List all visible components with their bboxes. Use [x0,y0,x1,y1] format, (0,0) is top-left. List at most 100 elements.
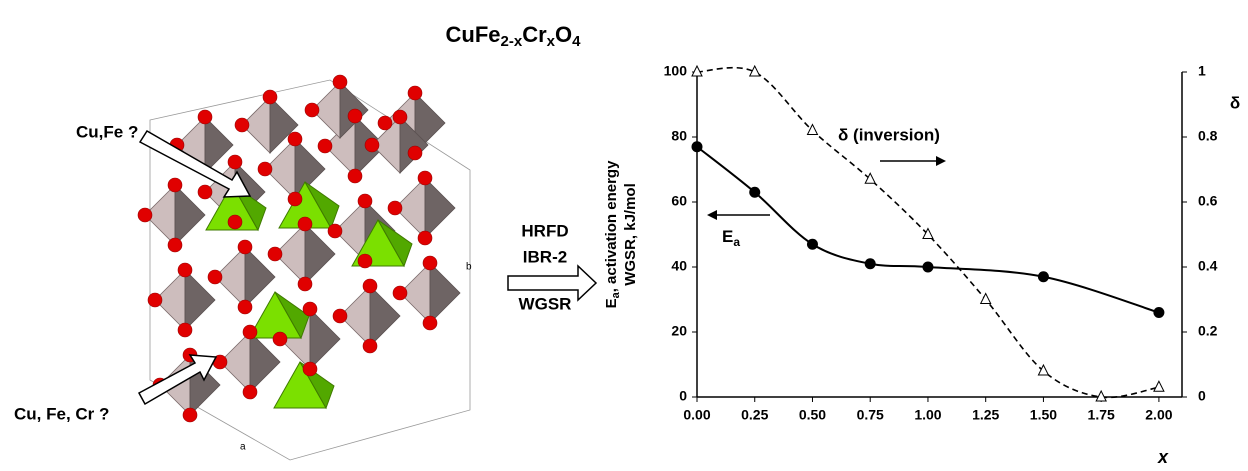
oxygen-atom [235,118,249,132]
data-point [865,173,875,183]
y-tick-label: 100 [664,63,688,79]
y2-tick-label: 0 [1198,388,1206,404]
x-tick-label: 0.25 [741,407,768,423]
oxygen-atom [198,185,212,199]
y2-tick-label: 1 [1198,63,1206,79]
oxygen-atom [228,215,242,229]
oxygen-atom [393,110,407,124]
data-point [1096,391,1106,401]
oxygen-atom [303,302,317,316]
oxygen-atom [408,146,422,160]
oxygen-atom [363,339,377,353]
axis-letter: b [466,262,472,273]
oxygen-atom [258,162,272,176]
oxygen-atom [243,385,257,399]
y2-tick-label: 0.2 [1198,323,1218,339]
series-label-sub: a [733,235,740,249]
oxygen-atom [238,300,252,314]
oxygen-atom [418,171,432,185]
data-point [692,141,703,152]
oxygen-atom [358,194,372,208]
site-label: Cu,Fe ? [76,122,138,141]
oxygen-atom [183,408,197,422]
oxygen-atom [318,139,332,153]
oxygen-atom [388,201,402,215]
oxygen-atom [423,316,437,330]
oxygen-atom [348,109,362,123]
oxygen-atom [423,256,437,270]
y2-tick-label: 0.6 [1198,193,1218,209]
oxygen-atom [208,270,222,284]
x-tick-label: 1.75 [1088,407,1115,423]
x-axis-title: x [1157,447,1169,467]
y-axis-title: Ea, activation energy [603,160,622,309]
title-sub: 4 [572,33,581,50]
x-tick-label: 2.00 [1145,407,1172,423]
octahedron-face [430,263,460,323]
oxygen-atom [263,90,277,104]
figure: CuFe2-xCrxO4 Cu,Fe ? Cu, Fe, Cr ? a b HR… [0,0,1248,471]
oxygen-atom [298,277,312,291]
y2-axis-title: δ [1230,93,1240,112]
oxygen-atom [363,279,377,293]
oxygen-atom [393,286,407,300]
oxygen-atom [273,332,287,346]
oxygen-atom [418,231,432,245]
data-point [749,187,760,198]
y2-tick-label: 0.8 [1198,128,1218,144]
series-label: δ (inversion) [838,125,940,144]
x-tick-label: 1.50 [1030,407,1057,423]
title-part: Cr [522,22,547,47]
series-label: Ea [722,227,740,249]
oxygen-atom [298,217,312,231]
data-point [865,258,876,269]
oxygen-atom [408,86,422,100]
y-axis-title-part: E [603,298,620,308]
title-part: CuFe [446,22,501,47]
data-point [807,239,818,250]
data-point [981,294,991,304]
oxygen-atom [198,110,212,124]
y-axis-title-part: , activation energy [603,160,620,292]
oxygen-atom [288,132,302,146]
octahedron-face [425,178,455,238]
process-label: WGSR [519,294,572,313]
oxygen-atom [148,293,162,307]
data-point [1038,365,1048,375]
oxygen-atom [303,362,317,376]
y-tick-label: 0 [679,388,687,404]
x-tick-label: 0.00 [683,407,710,423]
oxygen-atom [168,238,182,252]
axis-letter: a [240,442,246,453]
data-point [1038,271,1049,282]
x-tick-label: 0.75 [857,407,884,423]
y2-tick-label: 0.4 [1198,258,1218,274]
title: CuFe2-xCrxO4 [446,22,582,50]
x-tick-label: 1.00 [914,407,941,423]
data-point [1154,381,1164,391]
oxygen-atom [268,247,282,261]
oxygen-atom [333,309,347,323]
annotation-arrowhead [936,156,946,166]
oxygen-atom [228,155,242,169]
x-tick-label: 0.50 [799,407,826,423]
series-label-part: E [722,227,733,246]
y-tick-label: 40 [671,258,687,274]
x-tick-label: 1.25 [972,407,999,423]
annotation-arrowhead [707,210,717,220]
y-tick-label: 20 [671,323,687,339]
y-tick-label: 60 [671,193,687,209]
oxygen-atom [305,103,319,117]
data-point [1153,307,1164,318]
oxygen-atom [365,138,379,152]
y-axis-title: WGSR, kJ/mol [622,183,639,286]
y-tick-label: 80 [671,128,687,144]
oxygen-atom [378,116,392,130]
site-label: Cu, Fe, Cr ? [14,404,109,423]
oxygen-atom [348,169,362,183]
oxygen-atom [138,208,152,222]
data-point [922,262,933,273]
oxygen-atom [168,178,182,192]
oxygen-atom [178,323,192,337]
process-label: IBR-2 [523,247,567,266]
